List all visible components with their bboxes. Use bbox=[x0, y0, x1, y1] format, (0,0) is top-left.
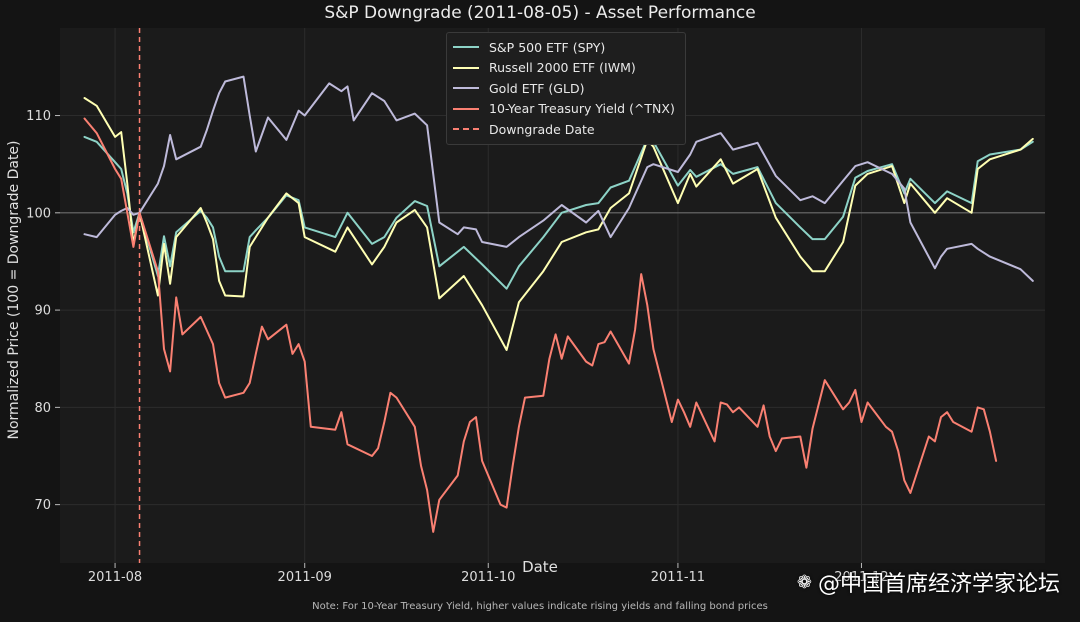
x-axis-label: Date bbox=[522, 558, 558, 576]
legend-label-spy: S&P 500 ETF (SPY) bbox=[489, 39, 606, 55]
watermark-text: @中国首席经济学家论坛 bbox=[817, 572, 1060, 597]
legend-swatch-tnx bbox=[453, 107, 479, 110]
axis-ticks: 70 80 90 100 110 2011-08 2011-09 2011-10 2011-11… bbox=[26, 109, 888, 585]
legend-label-tnx: 10-Year Treasury Yield (^TNX) bbox=[489, 101, 675, 117]
series-line-iwm bbox=[83, 97, 1034, 351]
y-tick-label: 90 bbox=[34, 304, 51, 319]
series-line-gld bbox=[83, 75, 1034, 282]
y-tick-label: 80 bbox=[34, 401, 51, 416]
legend-item-tnx: 10-Year Treasury Yield (^TNX) bbox=[447, 99, 685, 120]
x-tick-label: 2011-08 bbox=[88, 570, 142, 585]
chart-title: S&P Downgrade (2011-08-05) - Asset Perfo… bbox=[324, 3, 756, 23]
legend-swatch-spy bbox=[453, 46, 479, 49]
legend-label-iwm: Russell 2000 ETF (IWM) bbox=[489, 60, 636, 76]
series-line-tnx bbox=[83, 117, 998, 533]
wechat-icon: ❁ bbox=[796, 571, 812, 593]
legend-label-gld: Gold ETF (GLD) bbox=[489, 80, 585, 96]
chart-note: Note: For 10-Year Treasury Yield, higher… bbox=[312, 601, 768, 612]
y-tick-label: 110 bbox=[26, 109, 51, 124]
watermark: ❁ @中国首席经济学家论坛 bbox=[797, 566, 1060, 598]
x-tick-label: 2011-11 bbox=[651, 570, 705, 585]
legend-item-spy: S&P 500 ETF (SPY) bbox=[447, 37, 685, 58]
x-tick-label: 2011-09 bbox=[278, 570, 332, 585]
legend-item-iwm: Russell 2000 ETF (IWM) bbox=[447, 58, 685, 79]
legend-swatch-iwm bbox=[453, 66, 479, 69]
y-tick-label: 70 bbox=[34, 498, 51, 513]
series-lines bbox=[83, 75, 1034, 533]
legend-item-downgrade: Downgrade Date bbox=[447, 119, 685, 140]
legend-swatch-downgrade bbox=[453, 128, 479, 131]
y-tick-label: 100 bbox=[26, 206, 51, 221]
y-axis-label: Normalized Price (100 = Downgrade Date) bbox=[6, 140, 22, 440]
series-line-spy bbox=[83, 135, 1034, 290]
legend-swatch-gld bbox=[453, 87, 479, 90]
legend: S&P 500 ETF (SPY) Russell 2000 ETF (IWM)… bbox=[446, 32, 686, 145]
legend-item-gld: Gold ETF (GLD) bbox=[447, 78, 685, 99]
x-tick-label: 2011-12 bbox=[834, 570, 888, 585]
legend-label-downgrade: Downgrade Date bbox=[489, 121, 595, 137]
x-tick-label: 2011-10 bbox=[461, 570, 515, 585]
